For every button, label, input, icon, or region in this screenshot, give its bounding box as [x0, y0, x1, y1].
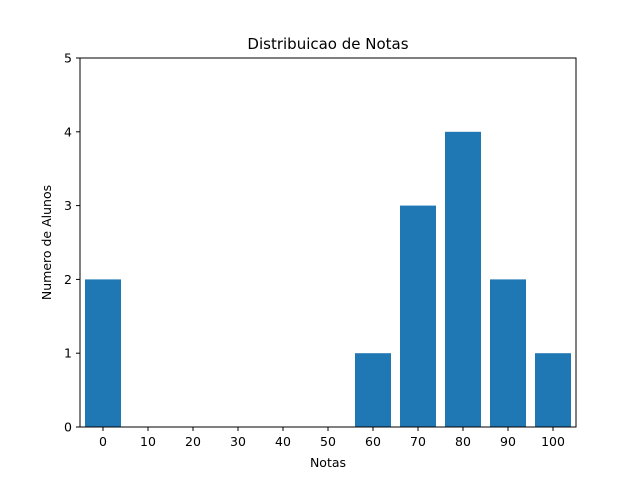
x-tick-label-100: 100	[541, 434, 565, 449]
x-tick-label-50: 50	[320, 434, 336, 449]
x-axis-label: Notas	[310, 455, 346, 470]
bar-60	[355, 353, 391, 427]
x-tick-label-10: 10	[140, 434, 156, 449]
x-tick-label-60: 60	[365, 434, 381, 449]
bar-70	[400, 205, 436, 427]
y-tick-label-5: 5	[64, 51, 72, 66]
y-tick-label-1: 1	[64, 346, 72, 361]
x-tick-label-40: 40	[275, 434, 291, 449]
bar-0	[85, 279, 121, 427]
bars-group	[85, 131, 571, 428]
chart-title: Distribuicao de Notas	[247, 35, 408, 53]
y-tick-label-0: 0	[64, 420, 72, 435]
x-tick-label-0: 0	[99, 434, 107, 449]
x-tick-label-90: 90	[500, 434, 516, 449]
y-tick-label-4: 4	[64, 124, 72, 139]
y-tick-label-2: 2	[64, 272, 72, 287]
x-axis-ticks: 0 10 20 30 40 50 60 70 80 90 100	[99, 427, 565, 449]
y-axis-label: Numero de Alunos	[39, 185, 54, 300]
bar-80	[445, 131, 481, 428]
bar-100	[535, 353, 571, 427]
y-axis-ticks: 0 1 2 3 4 5	[64, 51, 80, 435]
y-tick-label-3: 3	[64, 198, 72, 213]
bar-90	[490, 279, 526, 427]
x-tick-label-30: 30	[230, 434, 246, 449]
x-tick-label-20: 20	[185, 434, 201, 449]
x-tick-label-80: 80	[455, 434, 471, 449]
x-tick-label-70: 70	[410, 434, 426, 449]
